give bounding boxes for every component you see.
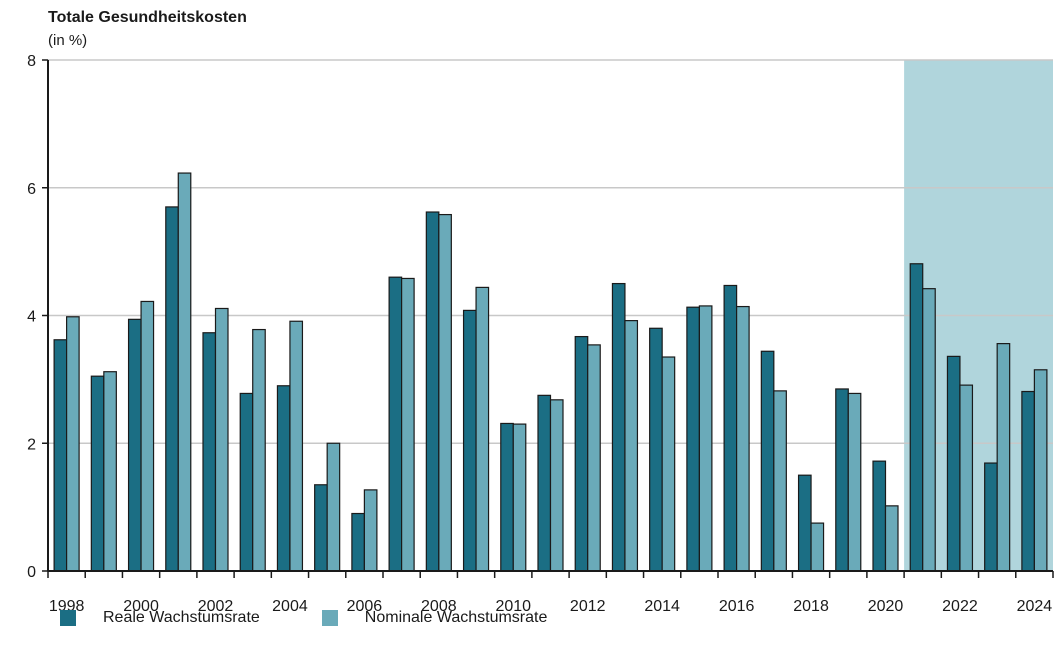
bar-nominal — [363, 489, 378, 572]
bar-real — [351, 512, 365, 572]
y-tick-label: 2 — [27, 436, 36, 453]
bar-nominal — [736, 305, 750, 572]
bar-nominal — [698, 305, 713, 572]
legend-label-real: Reale Wachstumsrate — [103, 609, 260, 626]
bar-nominal — [103, 371, 117, 572]
y-tick-label: 6 — [27, 181, 36, 198]
bar-nominal — [326, 442, 341, 572]
bar-real — [574, 335, 589, 572]
y-tick-label: 8 — [27, 53, 36, 70]
legend-swatch-nominal — [321, 610, 338, 626]
bar-nominal — [587, 344, 601, 572]
legend-item-nominal: Nominale Wachstumsrate — [321, 609, 548, 627]
x-tick-label: 2012 — [570, 598, 606, 615]
bar-nominal — [438, 213, 452, 572]
x-tick-label: 2002 — [198, 598, 234, 615]
bar-nominal — [475, 286, 490, 572]
legend-item-real: Reale Wachstumsrate — [60, 609, 260, 627]
x-tick-label: 2006 — [347, 598, 383, 615]
bar-real — [276, 385, 291, 572]
legend: Reale Wachstumsrate Nominale Wachstumsra… — [60, 609, 587, 627]
bar-nominal — [922, 288, 936, 572]
bar-real — [611, 282, 626, 572]
x-tick-label: 2018 — [793, 598, 829, 615]
bar-real — [1021, 390, 1035, 572]
bar-real — [686, 306, 700, 572]
bar-real — [649, 327, 663, 572]
bar-real — [425, 211, 440, 572]
bar-nominal — [512, 423, 527, 572]
x-tick-label: 2014 — [644, 598, 680, 615]
bar-nominal — [140, 300, 155, 572]
bar-real — [909, 263, 924, 572]
x-tick-label: 2022 — [942, 598, 978, 615]
bar-real — [462, 309, 477, 572]
bar-nominal — [66, 316, 80, 572]
y-tick-label: 4 — [27, 309, 36, 326]
bar-nominal — [773, 390, 787, 572]
bar-real — [872, 460, 887, 572]
bar-nominal — [661, 356, 676, 572]
bar-real — [946, 355, 961, 572]
bar-real — [90, 375, 105, 572]
bar-nominal — [624, 320, 639, 572]
bar-nominal — [252, 328, 266, 572]
chart-subtitle: (in %) — [48, 32, 88, 49]
bar-real — [127, 318, 142, 572]
bar-real — [835, 388, 849, 572]
bar-nominal — [549, 399, 564, 572]
bar-real — [500, 422, 514, 572]
bar-nominal — [847, 392, 862, 572]
x-tick-label: 2004 — [272, 598, 308, 615]
bar-real — [984, 462, 998, 572]
y-tick-label: 0 — [27, 564, 36, 581]
bar-real — [202, 332, 217, 572]
x-tick-label: 2020 — [868, 598, 904, 615]
bar-real — [165, 206, 179, 572]
bar-nominal — [1033, 369, 1048, 572]
x-tick-label: 2010 — [495, 598, 531, 615]
bar-real — [797, 474, 812, 572]
bar-real — [53, 339, 68, 572]
bar-real — [537, 394, 552, 572]
chart-title: Totale Gesundheitskosten — [48, 9, 247, 26]
bar-nominal — [959, 384, 974, 572]
legend-label-nominal: Nominale Wachstumsrate — [364, 609, 548, 626]
bar-nominal — [289, 320, 304, 572]
legend-swatch-real — [60, 610, 76, 626]
bar-real — [760, 350, 775, 572]
x-tick-label: 2000 — [123, 598, 159, 615]
x-tick-label: 2024 — [1017, 598, 1053, 615]
x-tick-label: 2016 — [719, 598, 755, 615]
bar-real — [388, 276, 403, 572]
bar-real — [314, 484, 328, 572]
bar-nominal — [884, 505, 899, 572]
bar-nominal — [996, 343, 1011, 572]
bar-nominal — [214, 307, 229, 572]
bar-real — [723, 284, 738, 572]
bar-real — [239, 392, 254, 572]
x-tick-label: 2008 — [421, 598, 457, 615]
bar-nominal — [810, 522, 825, 572]
bar-nominal — [177, 172, 192, 572]
bar-nominal — [401, 277, 415, 572]
